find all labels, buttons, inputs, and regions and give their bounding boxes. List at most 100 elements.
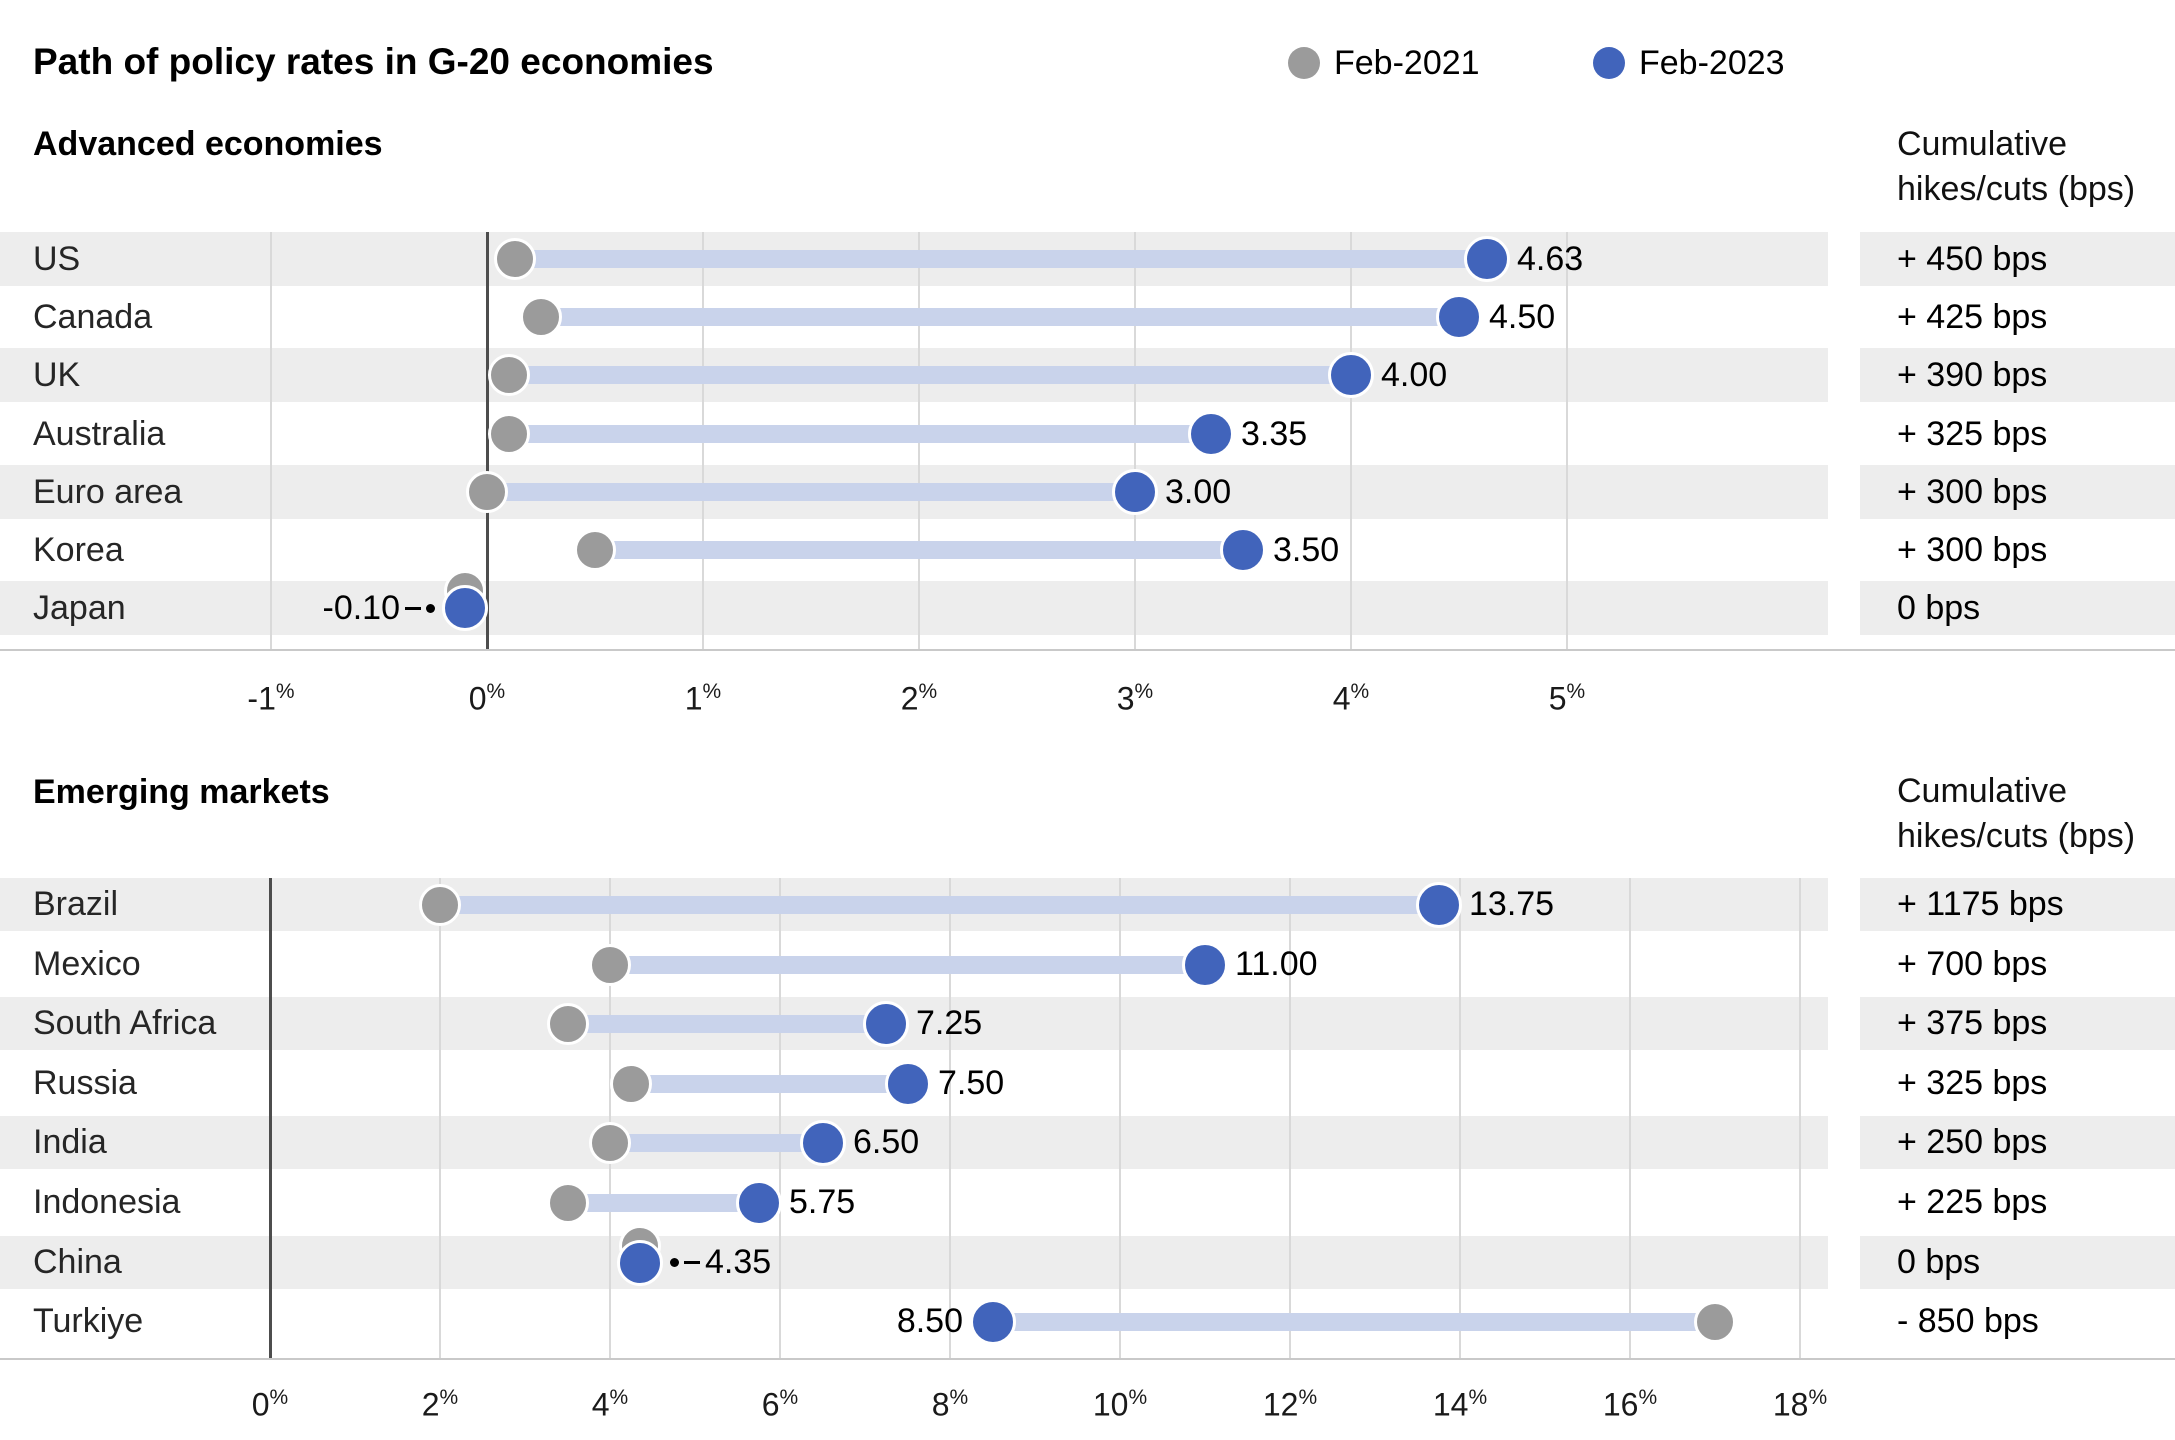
value-text: 6.50: [853, 1123, 920, 1161]
feb-2023-dot: [617, 1240, 663, 1286]
axis-tick-label: 3%: [1065, 672, 1205, 719]
value-label: -0.10: [75, 581, 435, 635]
axis-tick-label: -1%: [201, 672, 341, 719]
value-label: 7.50: [938, 1057, 1298, 1110]
country-label: Russia: [33, 1064, 137, 1102]
country-label: Canada: [33, 297, 153, 336]
feb-2021-dot: [547, 1003, 589, 1045]
feb-2023-dot: [1188, 411, 1234, 457]
feb-2023-dot: [1464, 236, 1510, 282]
percent-sign: %: [609, 1386, 629, 1409]
right-column-header-emerging: Cumulative hikes/cuts (bps): [1897, 769, 2135, 859]
axis-tick-number: 4: [591, 1386, 610, 1423]
right-header-line2: hikes/cuts (bps): [1897, 817, 2136, 855]
country-label: Indonesia: [33, 1183, 181, 1221]
feb-2023-dot: [863, 1001, 909, 1047]
range-bar: [595, 541, 1243, 559]
right-column-header-advanced: Cumulative hikes/cuts (bps): [1897, 122, 2135, 212]
country-label: Euro area: [33, 472, 183, 511]
percent-sign: %: [779, 1386, 799, 1409]
axis-tick-label: 4%: [1281, 672, 1421, 719]
cumulative-value: + 325 bps: [1897, 1064, 2048, 1102]
range-bar: [610, 956, 1205, 974]
row-stripe-right: [1860, 878, 2175, 931]
percent-sign: %: [1298, 1386, 1318, 1409]
axis-tick-label: 0%: [417, 672, 557, 719]
percent-sign: %: [1350, 680, 1370, 703]
value-text: 4.35: [705, 1243, 772, 1281]
legend-item-feb-2023: Feb-2023: [1593, 44, 1785, 82]
row-stripe: [0, 997, 1828, 1050]
percent-sign: %: [269, 1386, 289, 1409]
chart-baseline: [0, 649, 2175, 651]
cumulative-value: + 300 bps: [1897, 472, 2048, 511]
range-bar: [568, 1194, 759, 1212]
range-bar: [568, 1015, 886, 1033]
axis-tick-number: 1: [684, 680, 703, 717]
value-label: 8.50: [603, 1295, 963, 1348]
feb-2023-dot: [1436, 294, 1482, 340]
percent-sign: %: [439, 1386, 459, 1409]
axis-tick-label: 4%: [540, 1378, 680, 1425]
country-label: Korea: [33, 530, 124, 569]
country-label: Mexico: [33, 945, 141, 983]
range-bar: [515, 250, 1487, 268]
axis-tick-label: 16%: [1560, 1378, 1700, 1425]
cumulative-value: + 250 bps: [1897, 1123, 2048, 1161]
row-stripe: [0, 581, 1828, 635]
axis-tick-label: 12%: [1220, 1378, 1360, 1425]
cumulative-value: 0 bps: [1897, 588, 1981, 627]
right-header-line2: hikes/cuts (bps): [1897, 170, 2136, 208]
cumulative-value: + 325 bps: [1897, 414, 2048, 453]
cumulative-value: + 390 bps: [1897, 355, 2048, 394]
feb-2021-dot: [1694, 1301, 1736, 1343]
value-text: -0.10: [322, 588, 401, 627]
gridline: [1289, 878, 1291, 1358]
gridline: [1119, 878, 1121, 1358]
zero-line: [269, 878, 272, 1358]
value-text: 11.00: [1235, 945, 1318, 983]
axis-tick-number: 5: [1548, 680, 1567, 717]
value-text: 4.50: [1489, 297, 1556, 336]
row-stripe: [0, 1116, 1828, 1169]
axis-tick-label: 2%: [370, 1378, 510, 1425]
percent-sign: %: [1566, 680, 1586, 703]
range-bar: [541, 308, 1459, 326]
cumulative-value: - 850 bps: [1897, 1302, 2039, 1340]
value-label: 4.63: [1517, 232, 1877, 286]
value-label: 7.25: [916, 997, 1276, 1050]
gridline: [1350, 232, 1352, 649]
value-text: 3.00: [1165, 472, 1232, 511]
value-label: 3.35: [1241, 407, 1601, 461]
row-stripe-right: [1860, 997, 2175, 1050]
axis-tick-number: 2: [900, 680, 919, 717]
gridline: [1629, 878, 1631, 1358]
country-label: South Africa: [33, 1004, 217, 1042]
axis-tick-label: 8%: [880, 1378, 1020, 1425]
row-stripe-right: [1860, 465, 2175, 519]
value-label: 11.00: [1235, 938, 1595, 991]
gridline: [1566, 232, 1568, 649]
right-header-line1: Cumulative: [1897, 125, 2068, 163]
cumulative-value: + 375 bps: [1897, 1004, 2048, 1042]
axis-tick-label: 5%: [1497, 672, 1637, 719]
row-stripe-right: [1860, 581, 2175, 635]
country-label: China: [33, 1243, 122, 1281]
gridline: [1459, 878, 1461, 1358]
axis-tick-label: 14%: [1390, 1378, 1530, 1425]
range-bar: [487, 483, 1135, 501]
legend-label-feb-2023: Feb-2023: [1639, 43, 1785, 82]
range-bar: [610, 1134, 823, 1152]
feb-2021-dot: [419, 884, 461, 926]
row-stripe: [0, 1236, 1828, 1289]
feb-2021-dot: [466, 471, 508, 513]
cumulative-value: + 425 bps: [1897, 297, 2048, 336]
section-title-emerging: Emerging markets: [33, 773, 330, 811]
chart-baseline: [0, 1358, 2175, 1360]
feb-2023-dot: [800, 1120, 846, 1166]
value-text: 7.50: [938, 1064, 1005, 1102]
feb-2021-dot: [520, 296, 562, 338]
value-label: 5.75: [789, 1176, 1149, 1229]
value-text: 5.75: [789, 1183, 856, 1221]
